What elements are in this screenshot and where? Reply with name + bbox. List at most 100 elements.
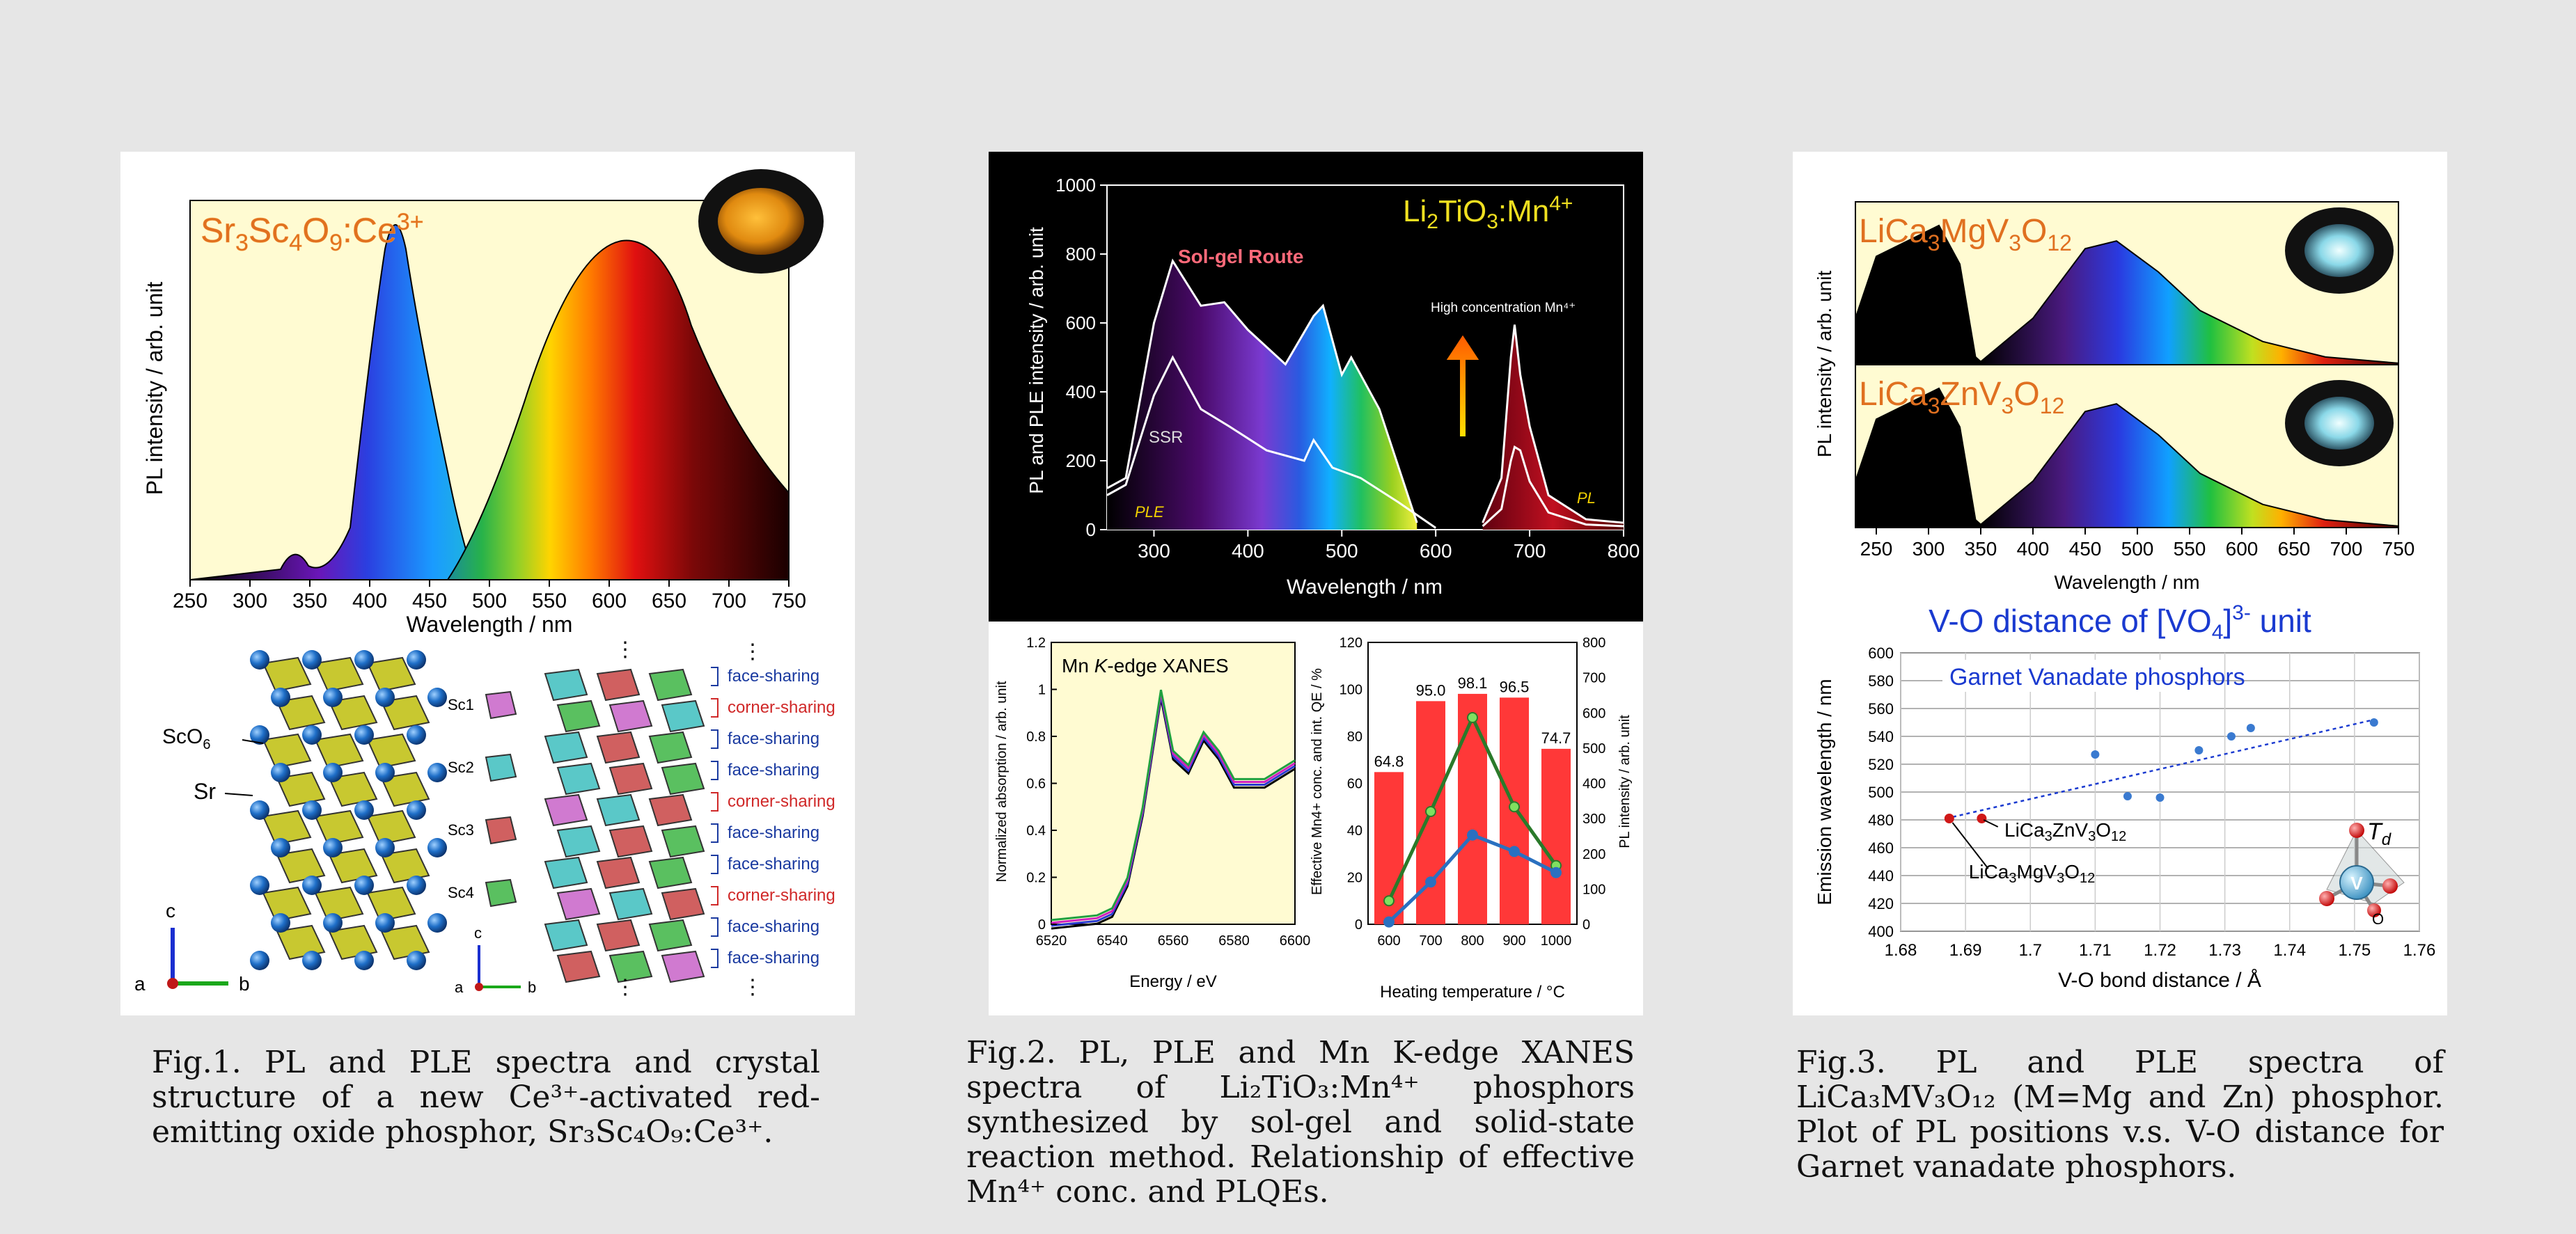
fig3-point: [2155, 793, 2165, 802]
fig1-ylabel: PL intensity / arb. unit: [142, 282, 167, 496]
sharing-ellipsis-bottom: ⋮: [742, 976, 763, 999]
sharing-bracket: [711, 761, 718, 780]
fig3-xtick-label: 300: [1913, 538, 1945, 560]
fig1-image: Sr3Sc4O9:Ce3+ PL intensity / arb. unit 2…: [134, 169, 835, 999]
heating-xtick-label: 700: [1419, 933, 1442, 949]
sc-octahedron: [608, 950, 653, 983]
heating-bar-label: 64.8: [1374, 752, 1404, 770]
xanes-ytick-label: 1: [1038, 683, 1046, 698]
sco6-octahedron: [366, 733, 416, 769]
fig2-series-line: [1482, 445, 1624, 528]
sr-atom: [427, 763, 447, 782]
fig1-xtick-label: 450: [412, 590, 447, 612]
sco6-octahedron: [380, 924, 430, 960]
sr-atom: [375, 838, 395, 857]
axis2-a-label: a: [455, 979, 464, 996]
sr-atom: [271, 688, 290, 707]
xanes-xtick-label: 6560: [1158, 933, 1189, 949]
sr-atom: [323, 763, 343, 782]
sc-octahedron: [556, 762, 601, 796]
heating-point: [1550, 867, 1562, 878]
sr-atom: [407, 650, 426, 670]
fig3-xtick-label: 1.75: [2339, 941, 2371, 960]
sharing-bracket: [711, 886, 718, 905]
fig3-spectrum-fill: [1980, 240, 2399, 365]
sc-legend-swatch: [485, 753, 517, 782]
fig2-ytick-label: 0: [1086, 519, 1096, 540]
sr-atom: [407, 725, 426, 745]
fig3-ytick-label: 440: [1868, 867, 1894, 885]
sharing-bracket: [711, 667, 718, 686]
sco6-octahedron: [366, 656, 416, 693]
sco6-label: ScO6: [162, 725, 210, 752]
xanes-ytick-label: 0.2: [1026, 871, 1046, 886]
fig3-ytick-label: 500: [1868, 784, 1894, 801]
xanes-ytick-label: 1.2: [1026, 635, 1046, 651]
sr-atom: [302, 876, 322, 895]
sharing-label: face-sharing: [728, 667, 819, 686]
sc-legend-label: Sc4: [448, 884, 474, 901]
fig3-ylabel: PL intensity / arb. unit: [1814, 271, 1835, 457]
axis2-a-dot: [475, 983, 483, 991]
sharing-bracket: [711, 698, 718, 718]
fig1-xtick-label: 500: [472, 590, 507, 612]
high-conc-label: High concentration Mn⁴⁺: [1431, 301, 1576, 315]
heating-ytick-right: 800: [1582, 635, 1605, 651]
sco6-octahedron: [314, 733, 364, 769]
heating-point: [1383, 916, 1395, 928]
fig3-xtick-label: 400: [2017, 538, 2050, 560]
fig3-ytick-label: 420: [1868, 895, 1894, 912]
axis-c-label: c: [166, 900, 175, 921]
heating-ytick-left: 40: [1347, 823, 1362, 839]
fig1-xtick-label: 350: [292, 590, 327, 612]
sc-octahedron: [661, 825, 705, 858]
heating-xtick-label: 900: [1502, 933, 1525, 949]
fig3-scatter: 400 420 440 460 480 500 520 540 560 580 600 1.68 1.6…: [1868, 644, 2435, 960]
mg-annotation: LiCa3MgV3O12: [1969, 861, 2095, 886]
heating-bar: [1541, 748, 1571, 924]
sc-octahedron: [596, 668, 641, 702]
fig3-panel: 250 300 350 400 450 500 550 600 650 700 750 LiCa3M…: [1793, 152, 2447, 1015]
sco6-octahedron: [262, 809, 312, 846]
fig1-caption: Fig.1. PL and PLE spectra and crystal st…: [152, 1045, 820, 1150]
sr-atom: [250, 951, 269, 970]
sco6-octahedron: [366, 886, 416, 922]
heating-ytick-right: 200: [1582, 847, 1605, 862]
sharing-bracket: [711, 917, 718, 937]
heating-bar-label: 95.0: [1416, 681, 1446, 699]
sc-legend-swatch: [485, 878, 517, 908]
fig1-pl-curve: [446, 239, 790, 580]
fig3-xtick-label: 1.69: [1949, 941, 1982, 960]
fig3-legend-bg: [1942, 660, 2207, 692]
xanes-xtick-label: 6580: [1218, 933, 1250, 949]
fig3-point: [2246, 724, 2255, 732]
fig1-xtick-label: 400: [352, 590, 387, 612]
sco6-octahedron: [314, 809, 364, 846]
fig3-xtick-label: 1.7: [2019, 941, 2042, 960]
fig3-scatter-title: V-O distance of [VO4]3- unit: [1929, 601, 2311, 644]
sc-octahedron: [648, 793, 693, 827]
zn-annotation: LiCa3ZnV3O12: [2004, 819, 2126, 844]
sc-octahedron: [661, 887, 705, 921]
fig3-xtick-label: 1.72: [2144, 941, 2176, 960]
ple-fill: [1107, 260, 1417, 530]
fig3-xtick-label: 1.76: [2403, 941, 2436, 960]
fig1-compound-label: Sr3Sc4O9:Ce3+: [201, 209, 424, 256]
axis2-b-label: b: [528, 979, 536, 996]
xanes-xtick-label: 6520: [1036, 933, 1067, 949]
sharing-bracket: [711, 949, 718, 968]
sr-atom: [250, 725, 269, 745]
sharing-label: face-sharing: [728, 761, 819, 780]
sr-atom: [302, 725, 322, 745]
sr-atom: [302, 800, 322, 820]
fig3-ytick-label: 520: [1868, 756, 1894, 773]
sharing-bracket: [711, 855, 718, 874]
sc-octahedron: [596, 856, 641, 889]
fig3-highlight-point: [1944, 814, 1954, 823]
xanes-ytick-label: 0: [1038, 917, 1046, 933]
heating-ytick-left: 120: [1340, 635, 1362, 651]
fig2-ylabel: PL and PLE intensity / arb. unit: [1026, 227, 1047, 494]
sco6-octahedron: [314, 886, 364, 922]
fig1-xtick-label: 250: [173, 590, 207, 612]
sr-atom: [375, 913, 395, 933]
